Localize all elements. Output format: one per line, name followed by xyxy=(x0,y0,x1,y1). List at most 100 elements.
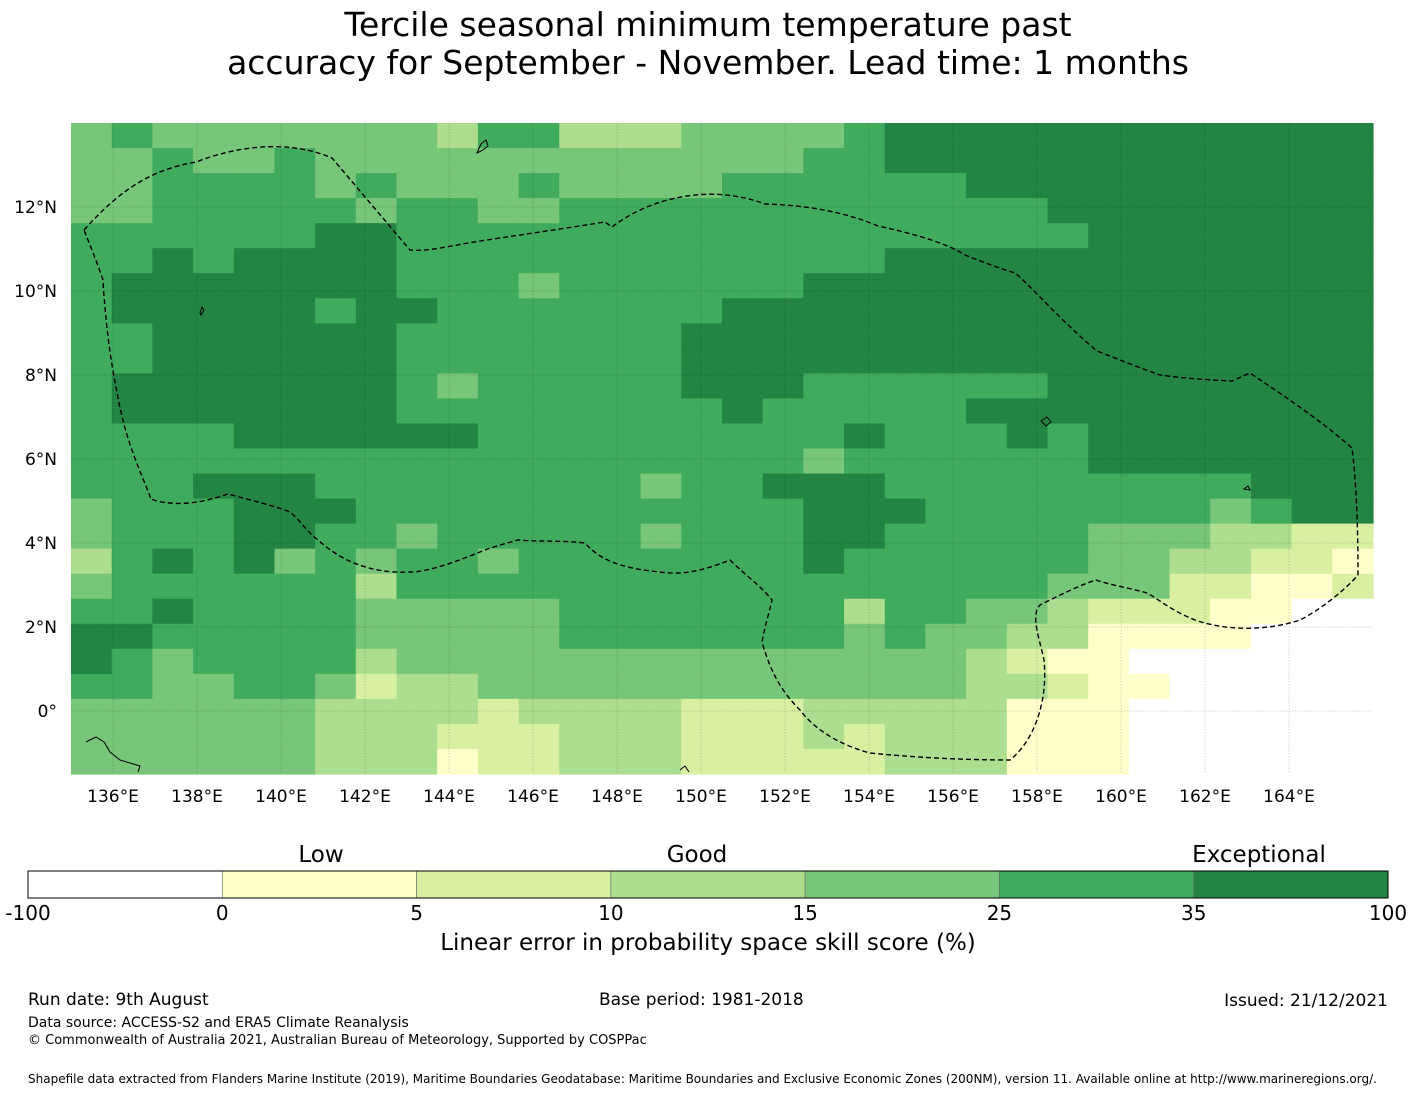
grid-cell xyxy=(396,398,438,425)
grid-cell xyxy=(1047,448,1089,475)
grid-cell xyxy=(884,548,927,575)
grid-cell xyxy=(559,448,601,475)
grid-cell xyxy=(559,373,601,400)
grid-cell xyxy=(355,173,398,199)
grid-cell xyxy=(681,298,723,324)
grid-cell xyxy=(599,298,642,324)
grid-cell xyxy=(437,523,479,550)
grid-cell xyxy=(152,398,194,425)
grid-cell xyxy=(844,248,886,274)
longitude-tick-label: 156°E xyxy=(927,787,979,807)
grid-cell xyxy=(193,573,235,600)
grid-cell xyxy=(233,298,276,324)
grid-cell xyxy=(722,673,764,700)
grid-cell xyxy=(925,723,967,750)
grid-cell xyxy=(1128,198,1171,224)
grid-cell xyxy=(925,473,967,500)
grid-cell xyxy=(966,123,1008,149)
grid-cell xyxy=(1006,498,1049,525)
grid-cell xyxy=(803,398,845,425)
grid-cell xyxy=(111,148,153,174)
grid-cell xyxy=(1250,148,1293,174)
grid-cell xyxy=(193,223,235,249)
grid-cell xyxy=(396,148,438,174)
grid-cell xyxy=(1088,448,1130,475)
grid-cell xyxy=(884,473,927,500)
grid-cell xyxy=(844,373,886,400)
grid-cell xyxy=(274,598,316,625)
grid-cell xyxy=(274,223,316,249)
grid-cell xyxy=(518,448,560,475)
grid-cell xyxy=(1088,198,1130,224)
grid-cell xyxy=(274,273,316,299)
grid-cell xyxy=(1210,273,1252,299)
grid-cell xyxy=(1210,723,1252,750)
run-date: Run date: 9th August xyxy=(28,990,209,1010)
grid-cell xyxy=(1128,423,1171,450)
grid-cell xyxy=(1128,473,1171,500)
grid-cell xyxy=(71,648,113,675)
colorbar-tick-label: 100 xyxy=(1368,901,1408,925)
grid-cell xyxy=(152,523,194,550)
grid-cell xyxy=(762,323,804,349)
grid-cell xyxy=(437,273,479,299)
grid-cell xyxy=(71,173,113,199)
grid-cell xyxy=(71,223,113,249)
grid-cell xyxy=(844,398,886,425)
grid-cell xyxy=(111,748,153,775)
grid-cell xyxy=(111,548,153,575)
longitude-tick-label: 144°E xyxy=(423,787,475,807)
grid-cell xyxy=(1006,548,1049,575)
grid-cell xyxy=(844,198,886,224)
grid-cell xyxy=(1210,448,1252,475)
grid-cell xyxy=(111,723,153,750)
grid-cell xyxy=(1006,673,1049,700)
grid-cell xyxy=(640,523,682,550)
grid-cell xyxy=(274,248,316,274)
grid-cell xyxy=(71,748,113,775)
grid-cell xyxy=(315,223,357,249)
grid-cell xyxy=(193,423,235,450)
grid-cell xyxy=(722,223,764,249)
grid-cell xyxy=(1047,123,1089,149)
grid-cell xyxy=(844,173,886,199)
grid-cell xyxy=(518,148,560,174)
grid-cell xyxy=(355,623,398,650)
grid-cell xyxy=(1047,423,1089,450)
grid-cell xyxy=(1047,723,1089,750)
grid-cell xyxy=(111,373,153,400)
grid-cell xyxy=(559,423,601,450)
grid-cell xyxy=(518,298,560,324)
grid-cell xyxy=(559,648,601,675)
grid-cell xyxy=(437,123,479,149)
grid-cell xyxy=(1128,673,1171,700)
grid-cell xyxy=(762,273,804,299)
grid-cell xyxy=(1332,148,1374,174)
grid-cell xyxy=(315,148,357,174)
grid-cell xyxy=(315,723,357,750)
grid-cell xyxy=(477,723,520,750)
grid-cell xyxy=(71,248,113,274)
grid-cell xyxy=(1047,498,1089,525)
grid-cell xyxy=(762,498,804,525)
grid-cell xyxy=(925,698,967,725)
colorbar-swatch xyxy=(1193,870,1389,899)
grid-cell xyxy=(1250,473,1293,500)
grid-cell xyxy=(1128,723,1171,750)
grid-cell xyxy=(1250,273,1293,299)
colorbar-tick-label: -100 xyxy=(5,901,51,925)
grid-cell xyxy=(803,423,845,450)
grid-cell xyxy=(1006,473,1049,500)
grid-cell xyxy=(233,598,276,625)
grid-cell xyxy=(518,573,560,600)
grid-cell xyxy=(396,423,438,450)
grid-cell xyxy=(803,548,845,575)
grid-cell xyxy=(1169,123,1211,149)
grid-cell xyxy=(1210,573,1252,600)
latitude-tick-label: 8°N xyxy=(25,366,57,386)
grid-cell xyxy=(803,648,845,675)
grid-cell xyxy=(396,223,438,249)
grid-cell xyxy=(722,123,764,149)
grid-cell xyxy=(193,448,235,475)
grid-cell xyxy=(152,598,194,625)
